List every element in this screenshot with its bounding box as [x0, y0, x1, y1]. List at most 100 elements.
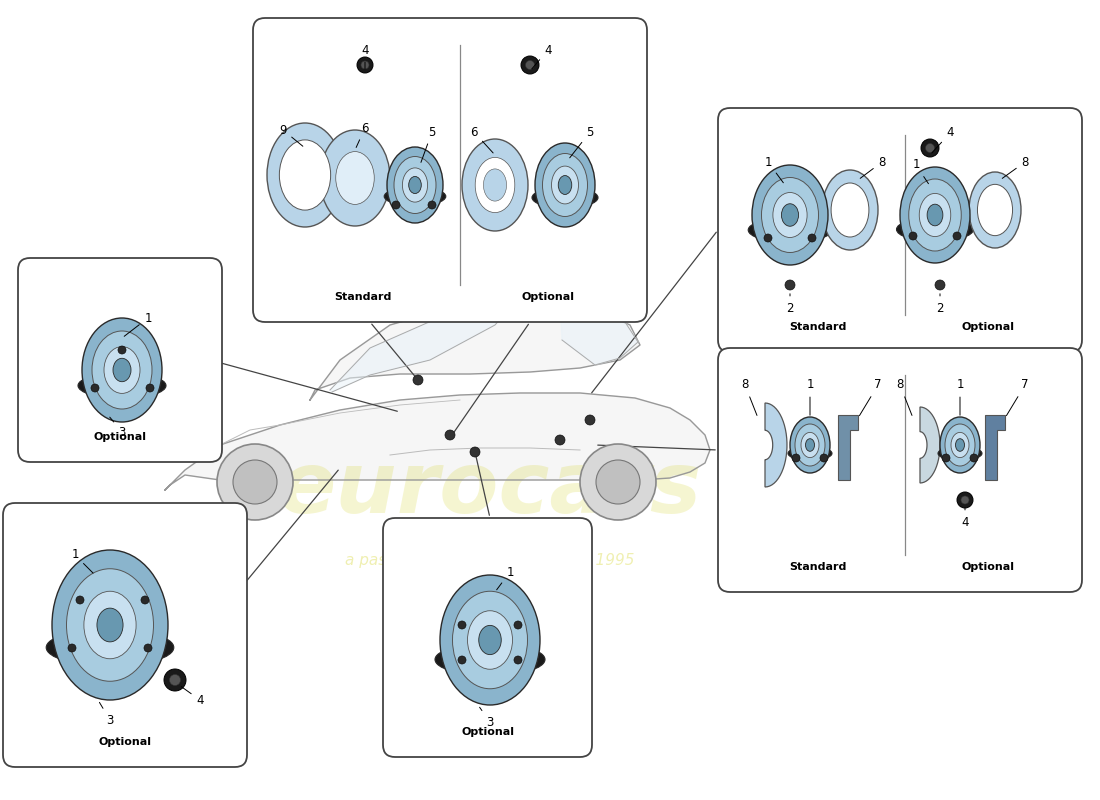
- Ellipse shape: [752, 165, 828, 265]
- Polygon shape: [310, 303, 640, 400]
- Ellipse shape: [832, 183, 869, 237]
- Polygon shape: [560, 305, 638, 365]
- Text: eurocars: eurocars: [278, 449, 702, 531]
- Ellipse shape: [484, 169, 506, 201]
- Circle shape: [521, 56, 539, 74]
- Text: 1: 1: [72, 549, 94, 573]
- Ellipse shape: [336, 151, 374, 204]
- Ellipse shape: [409, 177, 421, 194]
- Ellipse shape: [956, 438, 965, 451]
- Ellipse shape: [468, 610, 513, 670]
- Circle shape: [921, 139, 939, 157]
- Circle shape: [764, 234, 772, 242]
- Text: Standard: Standard: [789, 322, 846, 332]
- Ellipse shape: [478, 626, 502, 654]
- Text: 1: 1: [912, 158, 928, 184]
- Circle shape: [820, 454, 828, 462]
- Circle shape: [470, 447, 480, 457]
- Ellipse shape: [773, 193, 807, 238]
- Ellipse shape: [387, 147, 443, 223]
- Circle shape: [514, 621, 522, 629]
- Text: 3: 3: [480, 707, 494, 729]
- Ellipse shape: [969, 172, 1021, 248]
- Text: 3: 3: [110, 417, 125, 438]
- Circle shape: [909, 232, 917, 240]
- Ellipse shape: [978, 184, 1012, 236]
- Text: 8: 8: [896, 378, 912, 415]
- Ellipse shape: [52, 550, 168, 700]
- Circle shape: [169, 674, 180, 686]
- FancyBboxPatch shape: [718, 348, 1082, 592]
- Ellipse shape: [267, 123, 343, 227]
- Circle shape: [935, 280, 945, 290]
- Text: Optional: Optional: [461, 727, 514, 737]
- Ellipse shape: [535, 143, 595, 227]
- Ellipse shape: [945, 424, 975, 466]
- Polygon shape: [984, 415, 1005, 480]
- Ellipse shape: [920, 194, 950, 237]
- Circle shape: [585, 415, 595, 425]
- Text: 4: 4: [531, 43, 552, 69]
- Text: 7: 7: [1006, 378, 1028, 416]
- Circle shape: [428, 201, 436, 209]
- Circle shape: [392, 201, 400, 209]
- FancyBboxPatch shape: [383, 518, 592, 757]
- Ellipse shape: [66, 569, 154, 682]
- Ellipse shape: [532, 187, 598, 208]
- Text: 6: 6: [356, 122, 369, 147]
- Text: 7: 7: [859, 378, 882, 416]
- Ellipse shape: [801, 432, 820, 458]
- Circle shape: [91, 384, 99, 392]
- Text: 1: 1: [764, 155, 783, 182]
- Ellipse shape: [940, 417, 980, 473]
- Ellipse shape: [434, 643, 544, 676]
- Polygon shape: [330, 308, 510, 392]
- Text: 2: 2: [786, 294, 794, 314]
- Ellipse shape: [394, 157, 436, 214]
- Circle shape: [217, 444, 293, 520]
- Circle shape: [596, 460, 640, 504]
- Text: Standard: Standard: [333, 292, 392, 302]
- Circle shape: [164, 669, 186, 691]
- Ellipse shape: [104, 346, 140, 394]
- Circle shape: [361, 61, 368, 69]
- Circle shape: [808, 234, 816, 242]
- Circle shape: [146, 384, 154, 392]
- Ellipse shape: [82, 318, 162, 422]
- Circle shape: [953, 232, 961, 240]
- Text: 8: 8: [860, 155, 886, 178]
- FancyBboxPatch shape: [3, 503, 248, 767]
- Ellipse shape: [558, 175, 572, 194]
- Text: Optional: Optional: [521, 292, 574, 302]
- Ellipse shape: [790, 417, 830, 473]
- Circle shape: [942, 454, 950, 462]
- Circle shape: [556, 435, 565, 445]
- Ellipse shape: [551, 166, 579, 204]
- Circle shape: [961, 496, 969, 504]
- Ellipse shape: [952, 432, 969, 458]
- Circle shape: [957, 492, 974, 508]
- Ellipse shape: [403, 168, 428, 202]
- Circle shape: [358, 57, 373, 73]
- Circle shape: [144, 644, 152, 652]
- Ellipse shape: [542, 154, 587, 217]
- Circle shape: [580, 444, 656, 520]
- Circle shape: [141, 596, 149, 604]
- Ellipse shape: [909, 179, 961, 251]
- Text: 1: 1: [124, 311, 152, 336]
- Polygon shape: [920, 407, 940, 483]
- Ellipse shape: [927, 204, 943, 226]
- Text: a passion for performance since 1995: a passion for performance since 1995: [345, 553, 635, 567]
- Text: 6: 6: [471, 126, 493, 153]
- Text: 9: 9: [279, 123, 302, 146]
- FancyBboxPatch shape: [253, 18, 647, 322]
- FancyBboxPatch shape: [18, 258, 222, 462]
- Ellipse shape: [938, 446, 982, 460]
- Circle shape: [412, 375, 424, 385]
- Circle shape: [68, 644, 76, 652]
- Ellipse shape: [475, 158, 515, 213]
- Polygon shape: [838, 415, 858, 480]
- Polygon shape: [764, 403, 786, 487]
- Circle shape: [118, 346, 127, 354]
- Ellipse shape: [46, 629, 174, 666]
